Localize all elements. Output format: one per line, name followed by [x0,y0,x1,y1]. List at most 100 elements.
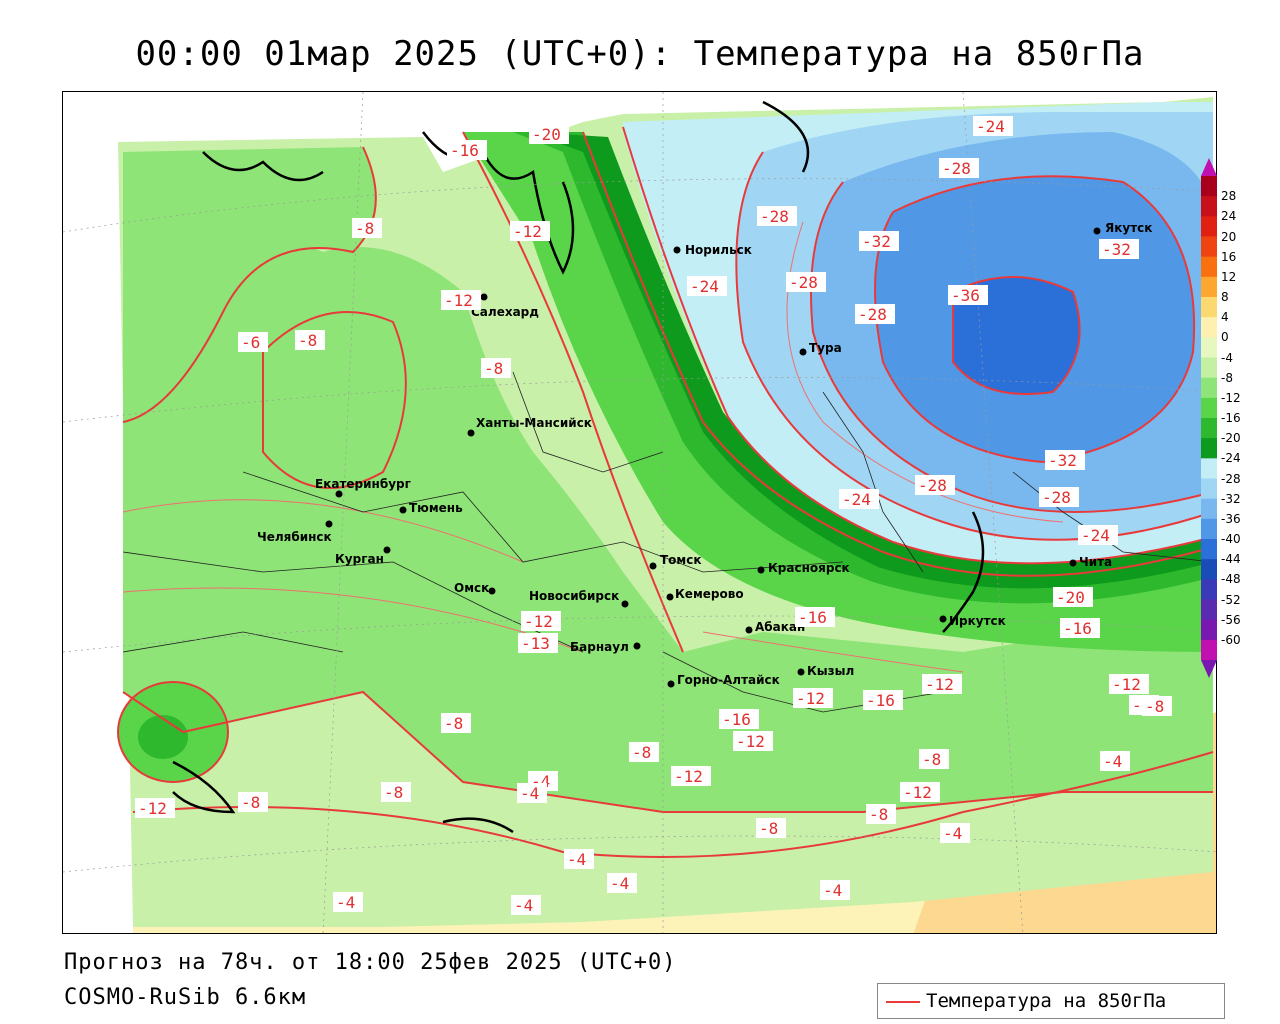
colorbar-swatch [1201,458,1217,479]
contour-label: -4 [564,849,594,869]
city-norilsk[interactable]: Норильск [673,243,752,257]
zone-green-20 [528,132,1213,589]
colorbar-tick-label: 0 [1221,330,1229,345]
svg-text:-12: -12 [513,222,542,241]
city-khanty-mansiysk[interactable]: Ханты-Мансийск [467,416,592,437]
svg-text:-4: -4 [520,784,539,803]
city-chelyabinsk[interactable]: Челябинск [257,520,333,545]
contour-label: -20 [529,124,569,144]
colorbar-swatch [1201,357,1217,379]
city-omsk[interactable]: Омск [454,581,496,595]
contour-label: -13 [518,633,558,653]
svg-text:-28: -28 [858,305,887,324]
city-chita[interactable]: Чита [1069,555,1113,569]
contour-label: -8 [919,749,949,769]
contour-label: -8 [629,742,659,762]
legend-line-swatch [886,1001,920,1003]
colorbar-swatch [1201,418,1217,439]
city-kurgan[interactable]: Курган [335,546,391,567]
colorbar-swatch [1201,337,1217,358]
svg-text:-4: -4 [336,893,355,912]
colorbar-tick-label: -28 [1221,471,1241,486]
contour-label: -8 [295,330,325,350]
svg-text:Иркутск: Иркутск [949,614,1006,628]
svg-text:-4: -4 [823,881,842,900]
colorbar-swatch [1201,216,1217,237]
svg-text:Красноярск: Красноярск [768,561,850,575]
contour-label: -16 [447,140,487,160]
svg-text:-16: -16 [450,141,479,160]
city-yakutsk[interactable]: Якутск [1093,221,1153,235]
legend: Температура на 850гПа [877,983,1225,1019]
svg-text:Екатеринбург: Екатеринбург [315,477,411,491]
svg-text:-32: -32 [1102,240,1131,259]
colorbar-swatch [1201,478,1217,500]
zone-green-west [123,147,376,422]
colorbar-swatch [1201,498,1217,520]
zone-green-16 [513,132,1213,604]
contour-label: -16 [795,607,835,627]
contour-label: -4 [517,783,547,803]
colorbar-tick-label: 16 [1221,249,1237,264]
city-abakan[interactable]: Абакан [745,620,806,634]
svg-text:-28: -28 [789,273,818,292]
city-markers: Норильск Якутск Салехард Тура Ханты-Манс… [257,221,1152,688]
svg-text:-28: -28 [942,159,971,178]
contour-label: -4 [1100,751,1130,771]
city-kyzyl[interactable]: Кызыл [797,664,855,678]
svg-text:Новосибирск: Новосибирск [529,589,619,603]
svg-text:Ханты-Мансийск: Ханты-Мансийск [476,416,592,430]
zone-green-12 [463,132,1213,652]
colorbar-tick-label: 24 [1221,209,1237,224]
colorbar-tick-label: -48 [1221,572,1241,587]
city-salekhard[interactable]: Салехард [471,293,539,320]
city-irkutsk[interactable]: Иркутск [939,614,1006,628]
svg-text:-8: -8 [869,805,888,824]
colorbar-swatches [1201,158,1217,678]
svg-text:-12: -12 [444,291,473,310]
svg-text:-4: -4 [610,874,629,893]
contour-label: -24 [839,489,879,509]
contour-label: -32 [859,231,899,251]
svg-text:-4: -4 [943,824,962,843]
city-tomsk[interactable]: Томск [649,553,702,570]
svg-text:-24: -24 [842,490,871,509]
temperature-map[interactable]: Норильск Якутск Салехард Тура Ханты-Манс… [62,91,1217,934]
contour-label: -12 [441,290,481,310]
city-tura[interactable]: Тура [799,341,842,356]
contour-label: -28 [915,475,955,495]
svg-text:-12: -12 [674,767,703,786]
city-krasnoyarsk[interactable]: Красноярск [757,561,850,575]
colorbar-swatch [1201,377,1217,399]
contour-label: -28 [939,158,979,178]
colorbar-swatch [1201,438,1217,459]
colorbar-tick-label: -36 [1221,511,1241,526]
map-title: 00:00 01мар 2025 (UTC+0): Температура на… [135,34,1145,74]
colorbar-swatch [1201,176,1217,197]
colorbar-tick-label: -24 [1221,451,1241,466]
svg-text:-4: -4 [514,896,533,915]
svg-text:-28: -28 [760,207,789,226]
city-gorno-altaysk[interactable]: Горно-Алтайск [667,673,780,688]
contour-label: -16 [719,709,759,729]
svg-text:-13: -13 [521,634,550,653]
contour-label: -28 [757,206,797,226]
city-barnaul[interactable]: Барнаул [570,640,641,654]
svg-text:-12: -12 [796,689,825,708]
contour-label: -32 [1099,239,1139,259]
contour-label: -8 [381,782,411,802]
contour-label: -12 [510,221,550,241]
colorbar-swatch [1201,518,1217,540]
city-ekaterinburg[interactable]: Екатеринбург [315,477,411,498]
contour-label: -28 [786,272,826,292]
city-tyumen[interactable]: Тюмень [399,501,464,515]
city-kemerovo[interactable]: Кемерово [666,587,744,601]
colorbar-swatch [1201,619,1217,641]
city-novosibirsk[interactable]: Новосибирск [529,589,629,608]
contour-label: -4 [820,880,850,900]
colorbar-tick-label: -32 [1221,491,1241,506]
coastline [172,100,985,834]
colorbar-tick-label: -56 [1221,612,1241,627]
contour-label: -24 [973,116,1013,136]
svg-text:Горно-Алтайск: Горно-Алтайск [677,673,780,687]
